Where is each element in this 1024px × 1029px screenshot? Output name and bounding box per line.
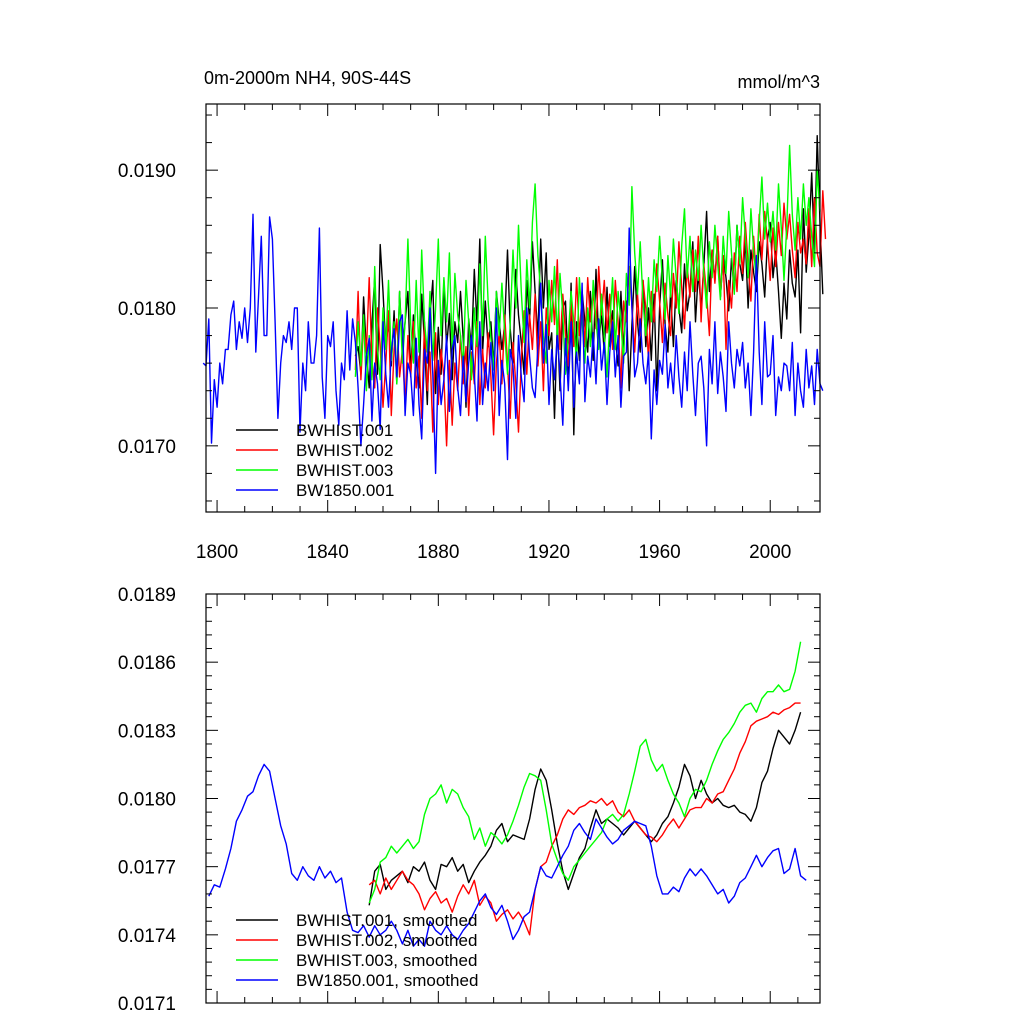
top-chart-title: 0m-2000m NH4, 90S-44S xyxy=(204,68,411,88)
bottom-series-line-3 xyxy=(368,641,802,904)
top-x-tick-label: 1960 xyxy=(638,542,680,563)
top-x-tick-label: 1880 xyxy=(417,542,459,563)
bottom-series-line-4 xyxy=(208,763,807,947)
top-legend-label: BW1850.001 xyxy=(296,481,394,500)
top-y-tick-label: 0.0190 xyxy=(118,161,176,182)
bottom-y-tick-label: 0.0174 xyxy=(118,926,177,947)
bottom-y-tick-label: 0.0180 xyxy=(118,790,176,811)
top-x-tick-label: 1800 xyxy=(196,542,238,563)
bottom-panel: 0.0171 0.0174 0.0177 0.0180 0.0183 0.0186 0.01… xyxy=(118,585,821,1015)
top-y-tick-label: 0.0170 xyxy=(118,437,176,458)
bottom-series-line-2 xyxy=(368,702,801,936)
bottom-legend-label: BWHIST.003, smoothed xyxy=(296,951,477,970)
bottom-y-tick-label: 0.0171 xyxy=(118,994,176,1015)
top-series-line-4 xyxy=(202,213,824,475)
top-series-line-1 xyxy=(354,134,824,436)
top-chart-units: mmol/m^3 xyxy=(738,72,820,92)
bottom-y-tick-label: 0.0177 xyxy=(118,858,176,879)
bottom-legend-label: BWHIST.002, smoothed xyxy=(296,931,477,950)
top-y-tick-label: 0.0180 xyxy=(118,299,176,320)
bottom-series-line-1 xyxy=(368,711,802,906)
top-x-tick-label: 1840 xyxy=(307,542,349,563)
bottom-y-tick-label: 0.0189 xyxy=(118,585,176,606)
top-legend-label: BWHIST.002 xyxy=(296,441,393,460)
top-x-tick-label: 2000 xyxy=(749,542,791,563)
top-legend-label: BWHIST.003 xyxy=(296,461,393,480)
bottom-y-tick-label: 0.0186 xyxy=(118,653,176,674)
bottom-legend-label: BWHIST.001, smoothed xyxy=(296,911,477,930)
bottom-legend-label: BW1850.001, smoothed xyxy=(296,971,478,990)
bottom-y-tick-label: 0.0183 xyxy=(118,721,176,742)
top-x-tick-label: 1920 xyxy=(528,542,570,563)
top-panel: 0.0170 0.0180 0.0190 1800 1840 1880 1920 1960 20… xyxy=(118,103,827,563)
top-legend-label: BWHIST.001 xyxy=(296,421,393,440)
